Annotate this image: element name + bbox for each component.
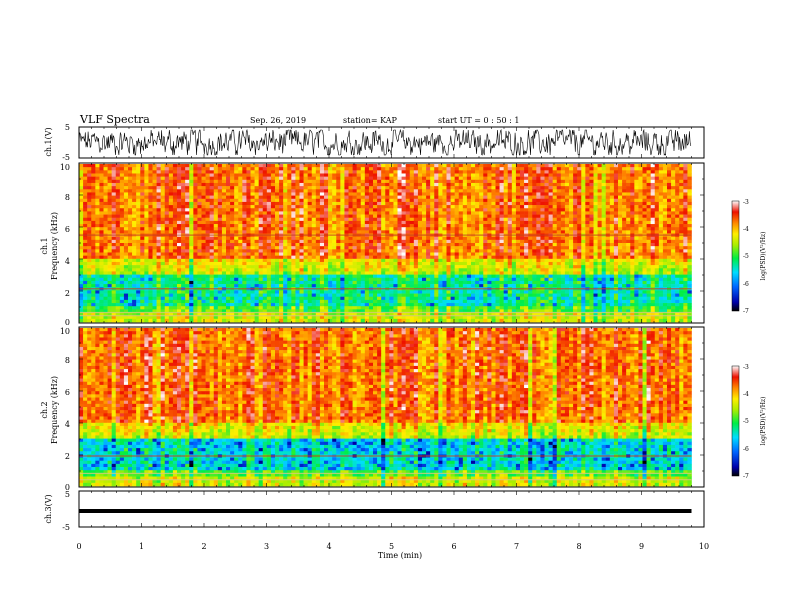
ch1-colorbar: -3 -4 -5 -6 -7 log(PSD)(V²/Hz) <box>732 199 767 315</box>
xtick-4: 4 <box>326 542 331 551</box>
vlf-figure: VLF Spectra Sep. 26, 2019 station= KAP s… <box>0 0 792 612</box>
xtick-10: 10 <box>699 542 709 551</box>
ch3-waveform-panel: 5 -5 ch.3(V) <box>44 490 704 532</box>
ch2-spec-ytick-6: 6 <box>65 388 70 397</box>
cb1-tick-m3: -3 <box>743 199 749 206</box>
start-time-label: start UT = 0 : 50 : 1 <box>438 116 519 125</box>
ch2-spectrogram-image <box>79 328 692 486</box>
cb1-tick-m4: -4 <box>743 226 749 233</box>
cb2-tick-m3: -3 <box>743 364 749 371</box>
xtick-8: 8 <box>576 542 581 551</box>
cb1-tick-m7: -7 <box>743 308 749 315</box>
ch2-colorbar: -3 -4 -5 -6 -7 log(PSD)(V²/Hz) <box>732 364 767 480</box>
ch2-spec-ytick-10: 10 <box>60 327 70 336</box>
ch1-spec-ytick-4: 4 <box>65 257 70 266</box>
cb2-label: log(PSD)(V²/Hz) <box>760 397 767 446</box>
xtick-5: 5 <box>389 542 394 551</box>
ch1-waveform-panel: 5 -5 ch.1(V) <box>44 123 704 162</box>
ch2-spec-ylabel-line1: ch.2 <box>40 401 49 418</box>
figure-title: VLF Spectra <box>79 113 150 126</box>
ch1-ytick-top: 5 <box>65 123 70 132</box>
xtick-6: 6 <box>451 542 456 551</box>
ch1-waveform-ylabel: ch.1(V) <box>44 127 53 156</box>
ch2-spec-ytick-8: 8 <box>65 356 70 365</box>
cb1-label: log(PSD)(V²/Hz) <box>760 232 767 281</box>
ch1-spec-ytick-8: 8 <box>65 193 70 202</box>
ch1-spec-ytick-2: 2 <box>65 289 70 298</box>
x-axis-label: Time (min) <box>378 551 422 560</box>
ch2-spec-ylabel-line2: Frequency (kHz) <box>50 376 59 444</box>
ch3-ytick-bottom: -5 <box>62 523 70 532</box>
ch1-spec-ytick-6: 6 <box>65 225 70 234</box>
ch2-spec-ytick-4: 4 <box>65 420 70 429</box>
cb2-tick-m5: -5 <box>743 418 749 425</box>
date-label: Sep. 26, 2019 <box>250 116 306 125</box>
x-tick-labels: 0 1 2 3 4 5 6 7 8 9 10 <box>76 542 709 551</box>
ch1-spec-ytick-0: 0 <box>65 318 70 327</box>
cb2-tick-m4: -4 <box>743 391 749 398</box>
ch3-waveform-ylabel: ch.3(V) <box>44 494 53 523</box>
ch1-spectrogram-panel: 0 2 4 6 8 10 ch.1 Frequency (kHz) <box>40 163 704 327</box>
ch1-spec-ylabel-line2: Frequency (kHz) <box>50 212 59 280</box>
ch2-spectrogram-panel: 0 2 4 6 8 10 ch.2 Frequency (kHz) <box>40 327 704 492</box>
xtick-1: 1 <box>139 542 144 551</box>
station-label: station= KAP <box>343 116 398 125</box>
xtick-7: 7 <box>514 542 519 551</box>
ch1-ytick-bottom: -5 <box>62 153 70 162</box>
xtick-2: 2 <box>201 542 206 551</box>
ch3-ytick-top: 5 <box>65 490 70 499</box>
ch1-spec-ytick-10: 10 <box>60 163 70 172</box>
ch1-spectrogram-image <box>79 164 692 322</box>
cb1-tick-m5: -5 <box>743 253 749 260</box>
cb2-tick-m6: -6 <box>743 446 749 453</box>
cb1-tick-m6: -6 <box>743 281 749 288</box>
xtick-9: 9 <box>639 542 644 551</box>
xtick-3: 3 <box>264 542 269 551</box>
xtick-0: 0 <box>76 542 81 551</box>
ch2-spec-ytick-2: 2 <box>65 452 70 461</box>
ch1-spec-ylabel-line1: ch.1 <box>40 237 49 254</box>
cb2-tick-m7: -7 <box>743 473 749 480</box>
